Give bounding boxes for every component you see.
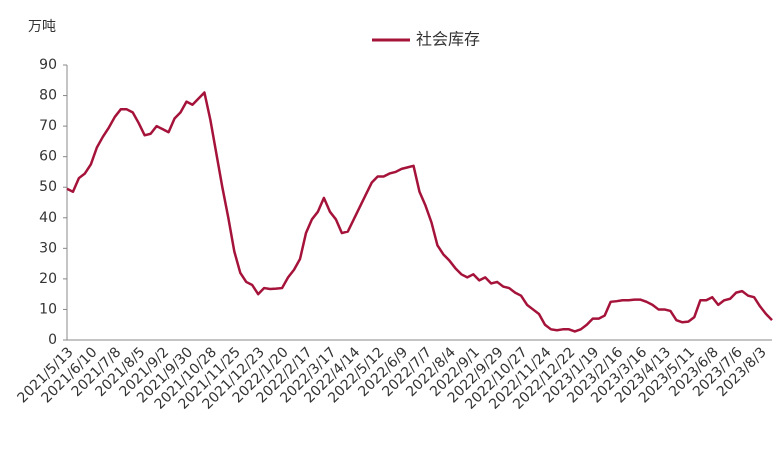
y-tick-label: 60 bbox=[39, 149, 57, 165]
y-tick-label: 20 bbox=[39, 271, 57, 287]
y-tick-label: 10 bbox=[39, 301, 57, 317]
y-tick-label: 40 bbox=[39, 210, 57, 226]
y-tick-label: 0 bbox=[48, 332, 57, 348]
y-tick-label: 30 bbox=[39, 240, 57, 256]
y-tick-label: 90 bbox=[39, 57, 57, 73]
y-tick-label: 50 bbox=[39, 179, 57, 195]
data-line bbox=[66, 91, 773, 333]
y-tick-label: 70 bbox=[39, 118, 57, 134]
y-axis-unit: 万吨 bbox=[28, 19, 56, 35]
legend-label: 社会库存 bbox=[416, 30, 480, 49]
y-tick-label: 80 bbox=[39, 88, 57, 104]
